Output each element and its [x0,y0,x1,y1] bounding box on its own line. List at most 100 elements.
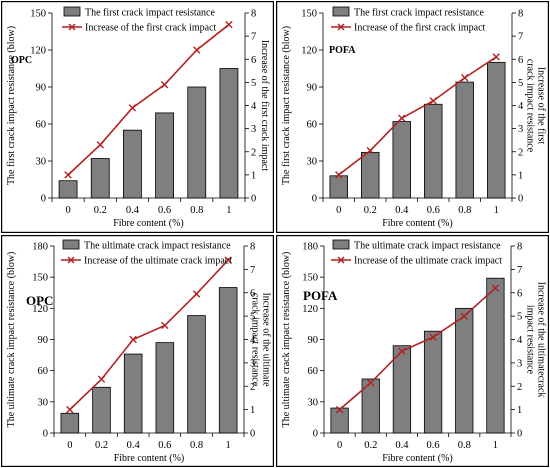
y2-axis-label-line: crack impact resistance [525,59,536,153]
left-tick-label: 60 [308,366,319,377]
marker-stroke [225,20,233,29]
y2-axis-label-line: Increase of the ultimatecrack [536,282,547,398]
panel-border [1,1,274,233]
right-tick-label: 0 [518,194,523,205]
bar-0 [60,412,80,434]
bar-1 [486,277,505,434]
left-tick-label: 90 [307,83,318,94]
left-tick-label: 60 [307,120,318,131]
legend-bar-swatch [63,6,81,17]
left-tick-label: 150 [301,9,317,20]
right-tick-label: 2 [250,382,255,393]
panel-tag: OPC [11,55,32,66]
marker-stroke [335,405,344,414]
x-tick-label: 0 [65,205,70,216]
bar-0.6 [423,330,443,434]
marker-stroke [335,171,343,179]
right-tick-label: 4 [251,101,257,112]
bar-0.6 [155,342,175,434]
y2-axis-label: Increase of the ultimatecrackimpact resi… [525,282,547,398]
x-tick-label: 0.2 [364,440,377,451]
right-tick-label: 7 [517,265,522,276]
legend-marker [68,23,76,31]
bar-0.8 [187,315,206,434]
x-tick-label: 0.2 [94,205,107,216]
line-point-0.8 [192,290,201,298]
right-tick-label: 7 [251,32,256,43]
line-point-0.4 [129,335,137,344]
bar-0.2 [361,378,380,434]
line-point-0.8 [461,74,469,82]
marker-stroke [429,333,437,341]
line-point-0.4 [128,104,137,112]
bar-0.8 [455,307,474,434]
x-tick-label: 0.6 [158,440,171,451]
right-tick-label: 6 [518,55,523,66]
left-tick-label: 150 [32,273,48,284]
bar-1 [219,68,239,199]
left-tick-label: 90 [38,335,49,346]
marker-stroke [224,256,232,264]
left-tick-label: 60 [38,366,49,377]
chart-svg: 0 30 60 90 120 150 0 1 2 3 4 5 6 7 8 0 0.2 0.4 0.6 0.8 1 Fibr… [1,1,274,233]
bar-0.2 [92,386,111,434]
line-point-0.2 [367,379,375,387]
right-tick-label: 2 [517,382,522,393]
legend-marker [67,256,75,264]
bar-0.4 [392,121,411,199]
right-tick-label: 4 [518,101,524,112]
right-tick-label: 8 [251,9,256,20]
left-tick-label: 0 [313,429,318,440]
right-tick-label: 6 [251,55,256,66]
legend-line-label: Increase of the ultimate crack impact [84,256,232,267]
right-tick-label: 3 [517,358,522,369]
line-point-0.6 [429,97,437,105]
y2-axis-label: Increase of the firstcrack impact resist… [525,59,547,153]
bar-0.2 [90,158,110,199]
panel-border [1,235,274,467]
marker-stroke [97,375,106,383]
left-tick-label: 120 [302,304,318,315]
right-tick-label: 4 [250,335,256,346]
marker-stroke [367,379,375,387]
right-tick-label: 5 [518,78,523,89]
line-point-0 [335,405,344,414]
legend-bar-label: The first crack impact resistance [85,8,215,19]
line-point-1 [491,284,500,292]
line-point-0.6 [429,333,437,341]
right-tick-label: 5 [250,312,255,323]
right-tick-label: 1 [517,405,522,416]
bar-0.4 [392,345,412,434]
marker-stroke [129,335,137,344]
bar-0.8 [455,81,474,199]
marker-stroke [492,53,500,61]
x-tick-label: 0.6 [427,440,440,451]
y2-axis-label-line: Increase of the ultimate [261,292,272,387]
x-tick-label: 0.8 [190,205,203,216]
chart-pofa-ultimate-crack: 0 30 60 90 120 150 180 0 1 2 3 4 5 6 7 8 0 0.2 0.4 0.6 0.8 1 F… [276,235,549,467]
line-point-0 [64,171,72,179]
chart-opc-first-crack: 0 30 60 90 120 150 0 1 2 3 4 5 6 7 8 0 0.2 0.4 0.6 0.8 1 Fibr… [1,1,274,233]
line-point-0.2 [97,375,106,383]
x-tick-label: 0 [67,440,72,451]
right-tick-label: 2 [251,147,256,158]
increase-line [67,23,230,176]
right-tick-label: 8 [518,9,523,20]
line-point-0 [335,171,343,179]
right-tick-label: 0 [250,429,255,440]
bar-0.6 [155,112,174,199]
line-point-0.2 [96,141,104,149]
y-axis-label: The ultimate crack impact resistance (bl… [6,252,17,428]
line-point-0 [66,405,74,414]
bar-0.2 [361,151,380,199]
left-tick-label: 30 [36,157,47,168]
marker-stroke [461,74,469,82]
left-tick-label: 0 [312,194,317,205]
right-tick-label: 6 [250,288,255,299]
legend-bar-label: The first crack impact resistance [354,8,484,19]
bar-0.4 [123,129,142,199]
right-tick-label: 2 [518,147,523,158]
left-tick-label: 120 [301,46,317,57]
x-tick-label: 0 [337,440,342,451]
bar-1 [218,287,238,434]
